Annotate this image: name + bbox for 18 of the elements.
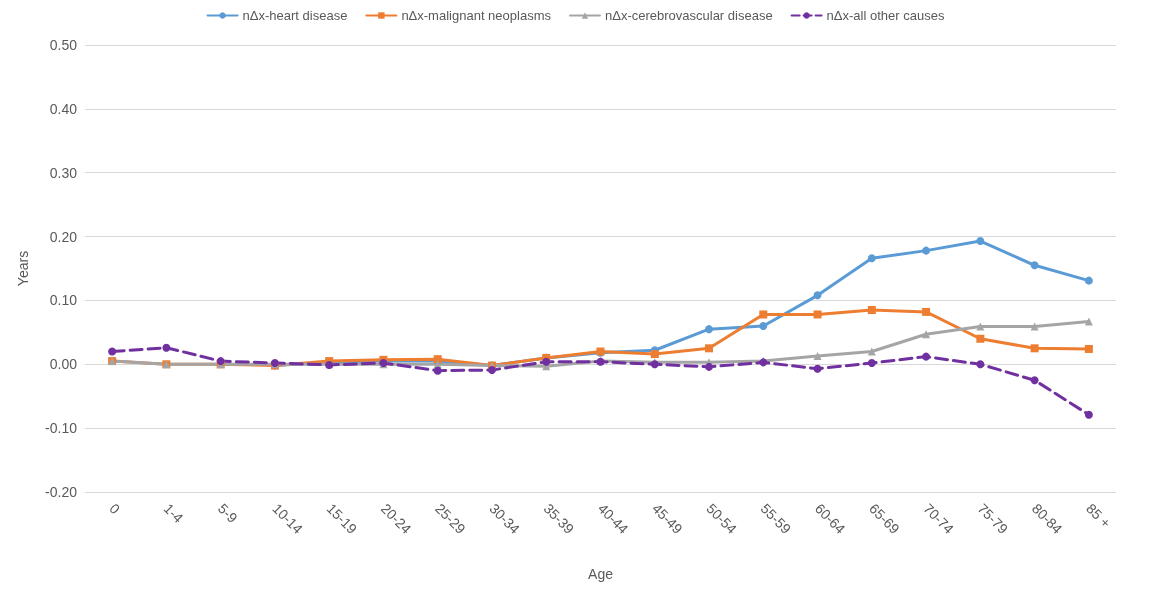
- y-tick-label: 0.40: [49, 100, 78, 117]
- y-tick-label: 0.50: [49, 37, 78, 53]
- y-tick-label: 0.30: [49, 164, 78, 181]
- x-tick-label: 1-4: [160, 500, 187, 527]
- y-tick-label: 0.20: [49, 228, 78, 245]
- y-tick-label: -0.20: [45, 484, 78, 500]
- y-tick-label: 0.00: [49, 356, 78, 373]
- x-tick-label: 85 +: [1083, 500, 1115, 532]
- legend-label: nΔx-heart disease: [242, 8, 348, 23]
- x-tick-label: 5-9: [215, 500, 241, 527]
- x-axis-title: Age: [588, 566, 614, 582]
- y-tick-label: 0.10: [49, 292, 78, 309]
- y-tick-label: -0.10: [45, 420, 78, 437]
- legend-label: nΔx-malignant neoplasms: [401, 8, 552, 23]
- y-axis-title: Years: [15, 250, 31, 287]
- legend-label: nΔx-all other causes: [826, 8, 945, 23]
- x-tick-label: 0: [106, 500, 124, 518]
- legend-label: nΔx-cerebrovascular disease: [604, 8, 773, 23]
